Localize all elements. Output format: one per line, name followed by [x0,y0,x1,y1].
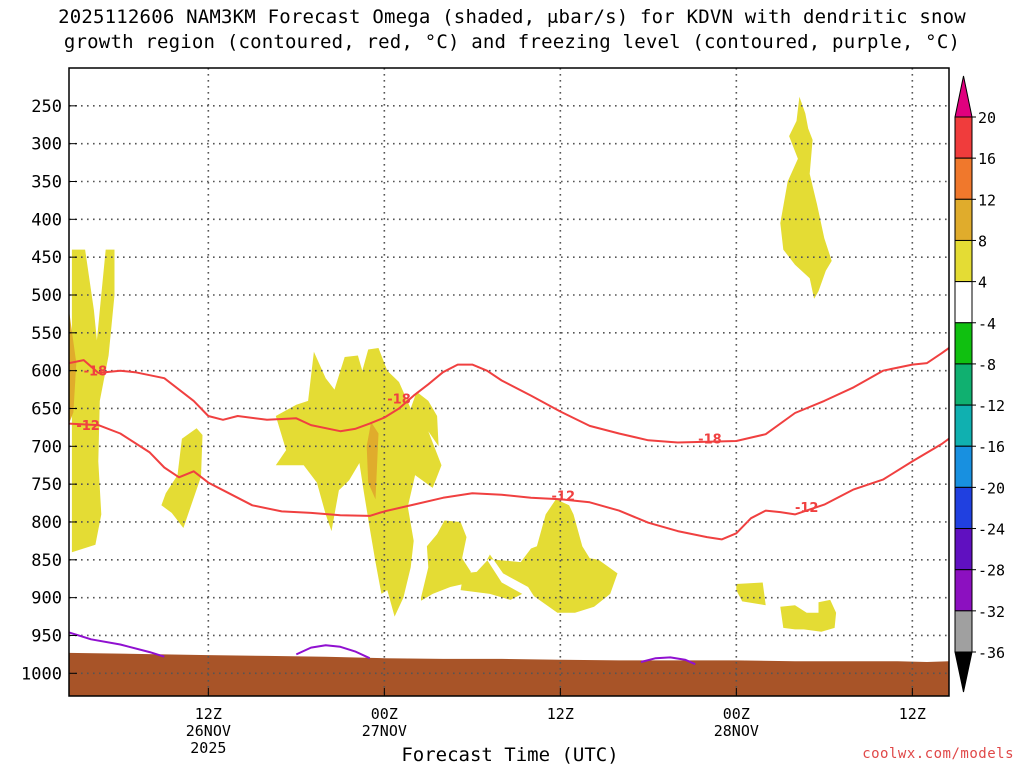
freezing-level-1 [69,631,165,658]
chart-title-line-1: 2025112606 NAM3KM Forecast Omega (shaded… [58,6,966,28]
dgz-minus-12-label-1: -12 [552,489,576,504]
omega-right-low-b [780,599,837,632]
y-tick-label-500: 500 [31,286,62,306]
colorbar-label-5: -4 [978,315,996,333]
colorbar: 20 16 12 8 4 -4 -8 -12 -16 -20 -24 -28 -32 -36 [954,75,1005,693]
omega-lower-left [421,520,471,601]
omega-shading-layer [69,96,837,632]
colorbar-bin-10 [954,486,973,530]
omega-left-a [71,249,115,553]
ground [69,652,949,696]
colorbar-label-9: -20 [978,479,1005,497]
x-tick-label-h42: 00Z [723,705,750,723]
dgz-minus-18-label-0: -18 [84,365,108,380]
omega-left-orange [69,310,77,424]
colorbar-label-10: -24 [978,521,1005,539]
y-tick-label-950: 950 [31,626,62,646]
colorbar-label-8: -16 [978,438,1005,456]
colorbar-label-2: 12 [978,191,996,209]
credit-link[interactable]: coolwx.com/models [862,746,1014,762]
omega-12z-blob [161,428,203,528]
colorbar-bin-11 [954,528,973,571]
y-tick-label-450: 450 [31,248,62,268]
y-tick-label-850: 850 [31,551,62,571]
freezing-level-3 [640,656,696,666]
dgz-minus-18-label-1: -18 [387,393,411,408]
y-tick-label-650: 650 [31,399,62,419]
x-tick-label-h6: 12Z [195,705,222,723]
dgz-minus-12 [69,422,949,541]
plot-frame [68,67,950,697]
colorbar-label-11: -28 [978,562,1005,580]
x-tick-date-h42: 28NOV [714,722,759,740]
colorbar-bin-5 [954,281,973,324]
omega-upper-right [780,96,832,299]
chart-title-line-2: growth region (contoured, red, °C) and f… [63,31,961,53]
omega-lower-mid [460,499,618,613]
omega-right-low-a [736,582,766,606]
y-tick-label-1000: 1000 [21,664,62,684]
colorbar-bin-3 [954,198,973,241]
dgz-minus-12-label-2: -12 [795,501,819,516]
y-tick-label-900: 900 [31,589,62,609]
x-tick-date-h18: 27NOV [362,722,407,740]
omega-00z-orange [366,422,379,500]
x-tick-year-h6: 2025 [190,739,226,757]
y-tick-label-550: 550 [31,324,62,344]
colorbar-bin-1 [954,116,973,159]
omega-00z-main [275,348,442,617]
y-tick-label-700: 700 [31,437,62,457]
colorbar-bin-7 [954,363,973,406]
dgz-minus-12-label-0: -12 [76,419,100,434]
colorbar-bin-8 [954,404,973,447]
colorbar-label-3: 8 [978,232,987,250]
y-tick-label-350: 350 [31,172,62,192]
x-tick-label-h30: 12Z [547,705,574,723]
colorbar-bin-6 [954,322,973,365]
colorbar-label-6: -8 [978,356,996,374]
x-axis-title: Forecast Time (UTC) [401,744,619,766]
colorbar-label-12: -32 [978,603,1005,621]
y-axis: 250 300 350 400 450 500 550 600 650 700 750 800 850 9… [21,97,77,684]
terrain-layer [69,652,949,696]
contour-layer [69,347,949,666]
colorbar-bin-12 [954,569,973,612]
y-tick-label-400: 400 [31,210,62,230]
x-tick-label-h18: 00Z [371,705,398,723]
y-tick-label-300: 300 [31,135,62,155]
colorbar-bin-4 [954,239,973,283]
y-tick-label-750: 750 [31,475,62,495]
colorbar-label-7: -12 [978,397,1005,415]
dgz-minus-18 [69,347,949,444]
y-tick-label-800: 800 [31,513,62,533]
x-tick-date-h6: 26NOV [186,722,231,740]
dgz-minus-18-label-2: -18 [698,433,722,448]
contour-label-layer: -18 -18 -18 -12 -12 -12 [76,365,819,516]
colorbar-label-13: -36 [978,644,1005,662]
colorbar-bin-2 [954,157,973,200]
colorbar-label-4: 4 [978,274,987,292]
colorbar-label-0: 20 [978,109,996,127]
colorbar-label-1: 16 [978,150,996,168]
x-tick-label-h54: 12Z [899,705,926,723]
grid-layer [69,68,949,696]
colorbar-bin-14 [954,651,973,693]
colorbar-bin-0 [954,75,973,118]
freezing-level-2 [295,644,371,660]
colorbar-bin-9 [954,445,973,488]
y-tick-label-250: 250 [31,97,62,117]
colorbar-bin-13 [954,610,973,653]
y-tick-label-600: 600 [31,362,62,382]
